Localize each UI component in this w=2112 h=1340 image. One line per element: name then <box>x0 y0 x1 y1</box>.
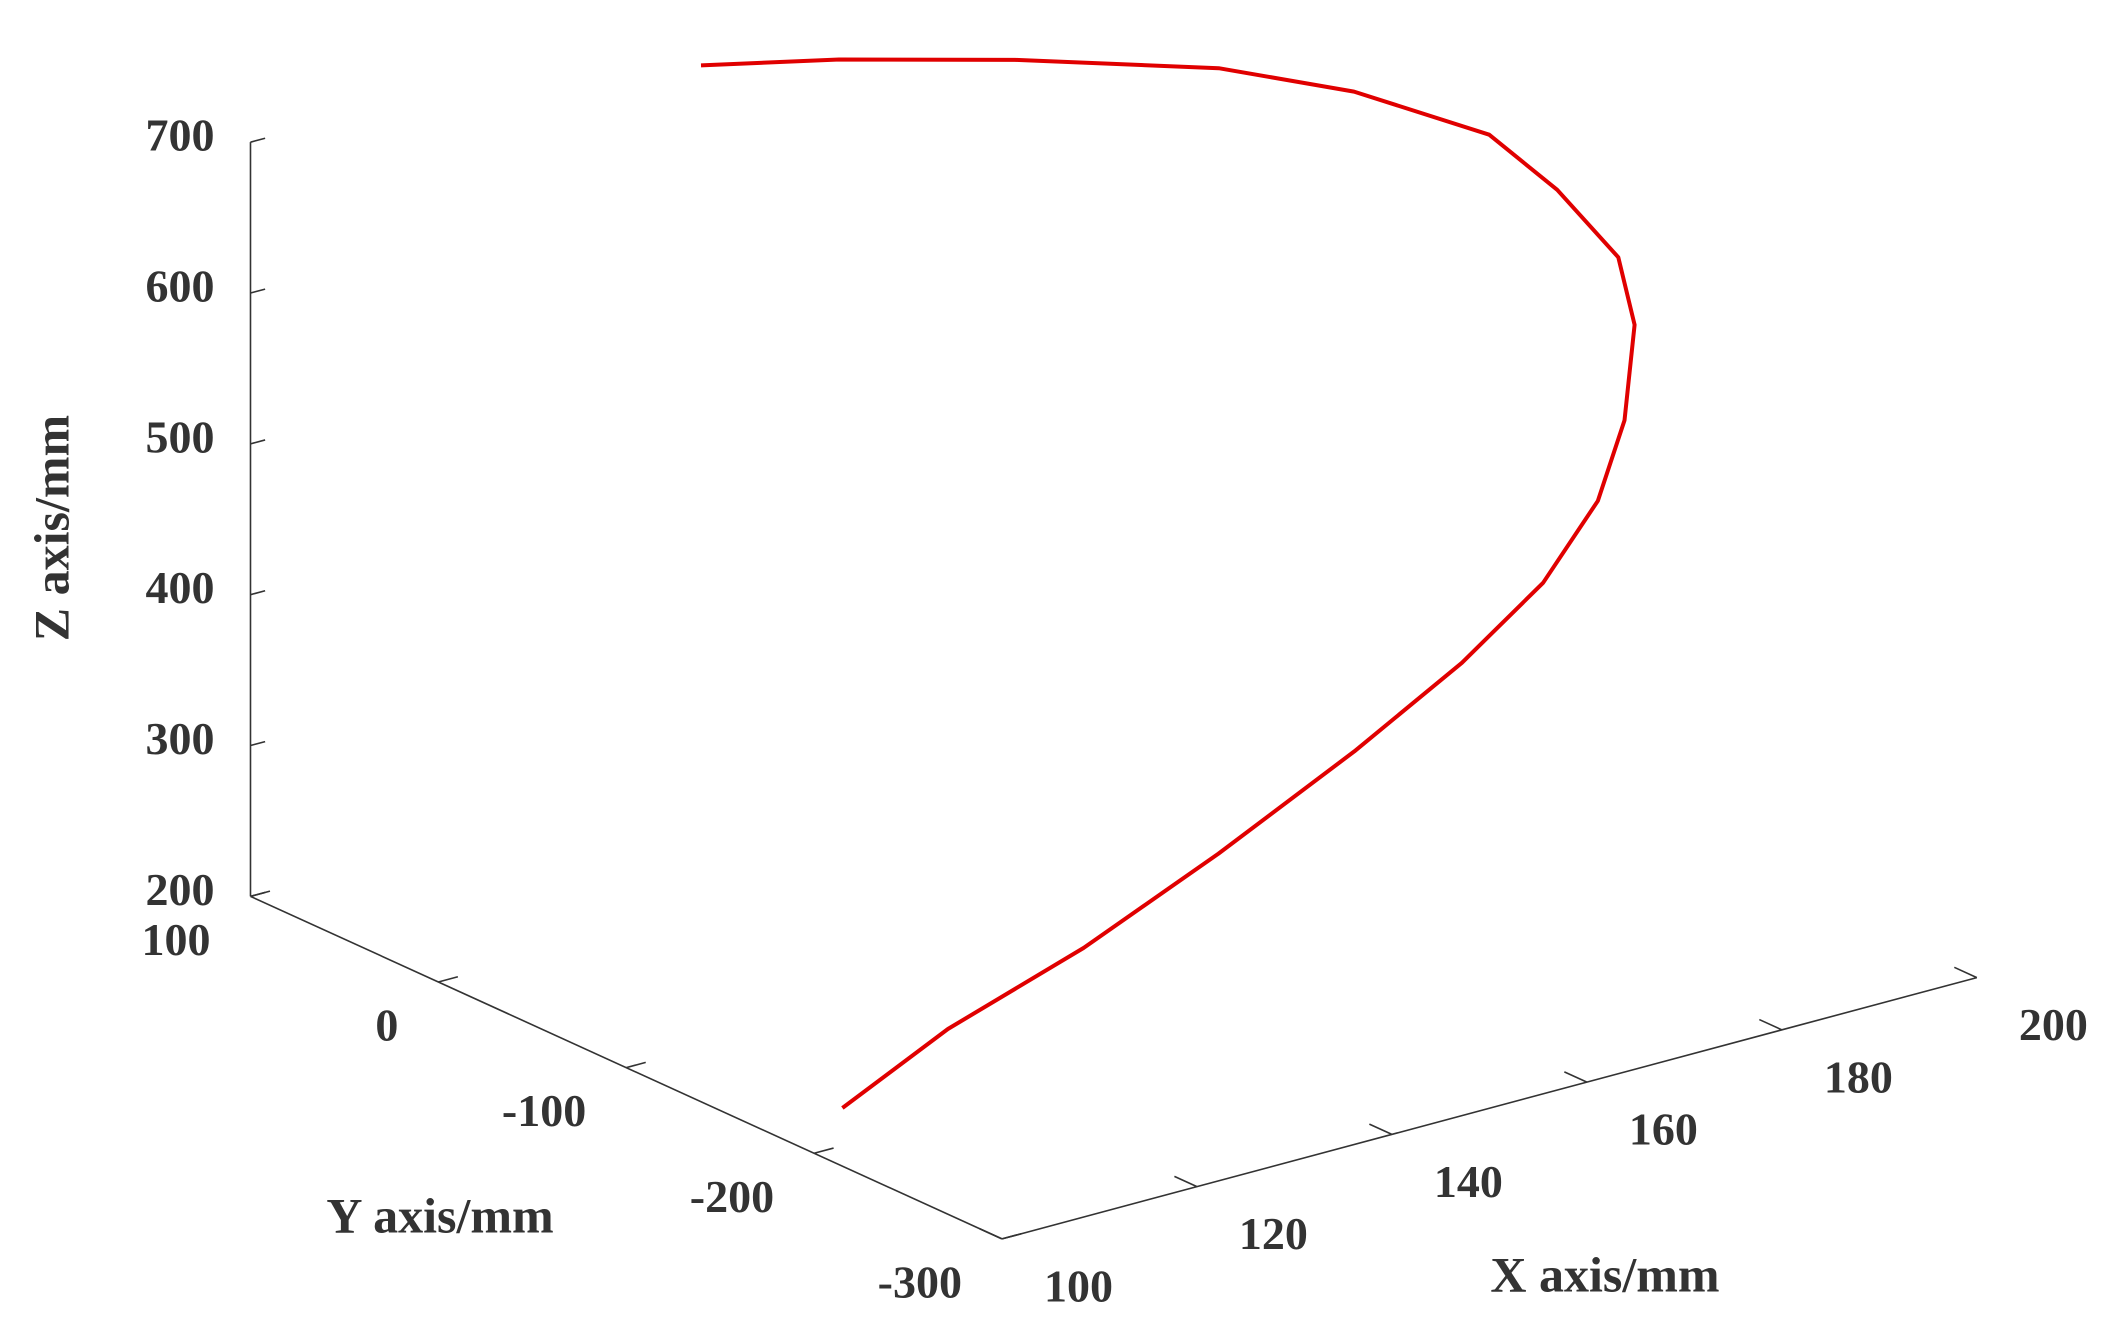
y-tick <box>626 1061 646 1069</box>
y-tick <box>813 1147 834 1155</box>
y-tick-label: -300 <box>878 1256 962 1307</box>
x-tick-label: 160 <box>1629 1104 1698 1155</box>
x-tick-label: 180 <box>1824 1051 1893 1102</box>
y-tick <box>438 975 459 983</box>
y-tick <box>250 890 271 898</box>
x-axis <box>1001 976 1978 1240</box>
x-tick <box>979 1227 1003 1240</box>
z-tick-label: 200 <box>145 864 214 915</box>
z-axis-title: Z axis/mm <box>23 415 79 641</box>
x-tick <box>1564 1071 1588 1083</box>
z-tick-label: 300 <box>145 713 214 764</box>
z-tick <box>250 740 266 747</box>
z-tick <box>250 439 266 445</box>
y-tick-label: -200 <box>690 1171 774 1222</box>
x-tick <box>1953 966 1978 979</box>
x-tick-label: 100 <box>1044 1260 1113 1311</box>
y-axis-title: Y axis/mm <box>326 1187 553 1243</box>
z-tick <box>250 137 266 143</box>
y-tick-label: -100 <box>502 1085 586 1136</box>
x-tick-label: 200 <box>2019 999 2088 1050</box>
z-tick-label: 400 <box>145 562 214 613</box>
x-tick <box>1174 1175 1198 1188</box>
y-tick-label: 0 <box>375 1000 398 1051</box>
z-tick-label: 500 <box>145 411 214 462</box>
z-tick <box>250 589 266 596</box>
z-tick <box>250 288 266 294</box>
x-tick <box>1369 1123 1393 1136</box>
y-tick-label: 100 <box>141 914 210 965</box>
x-tick-label: 120 <box>1239 1208 1308 1259</box>
x-axis-title: X axis/mm <box>1490 1246 1719 1302</box>
trajectory-line <box>700 57 1637 1110</box>
z-tick-label: 600 <box>145 261 214 312</box>
y-tick <box>1001 1232 1022 1240</box>
x-tick <box>1758 1018 1783 1031</box>
x-tick-label: 140 <box>1434 1156 1503 1207</box>
z-tick-label: 700 <box>145 110 214 161</box>
